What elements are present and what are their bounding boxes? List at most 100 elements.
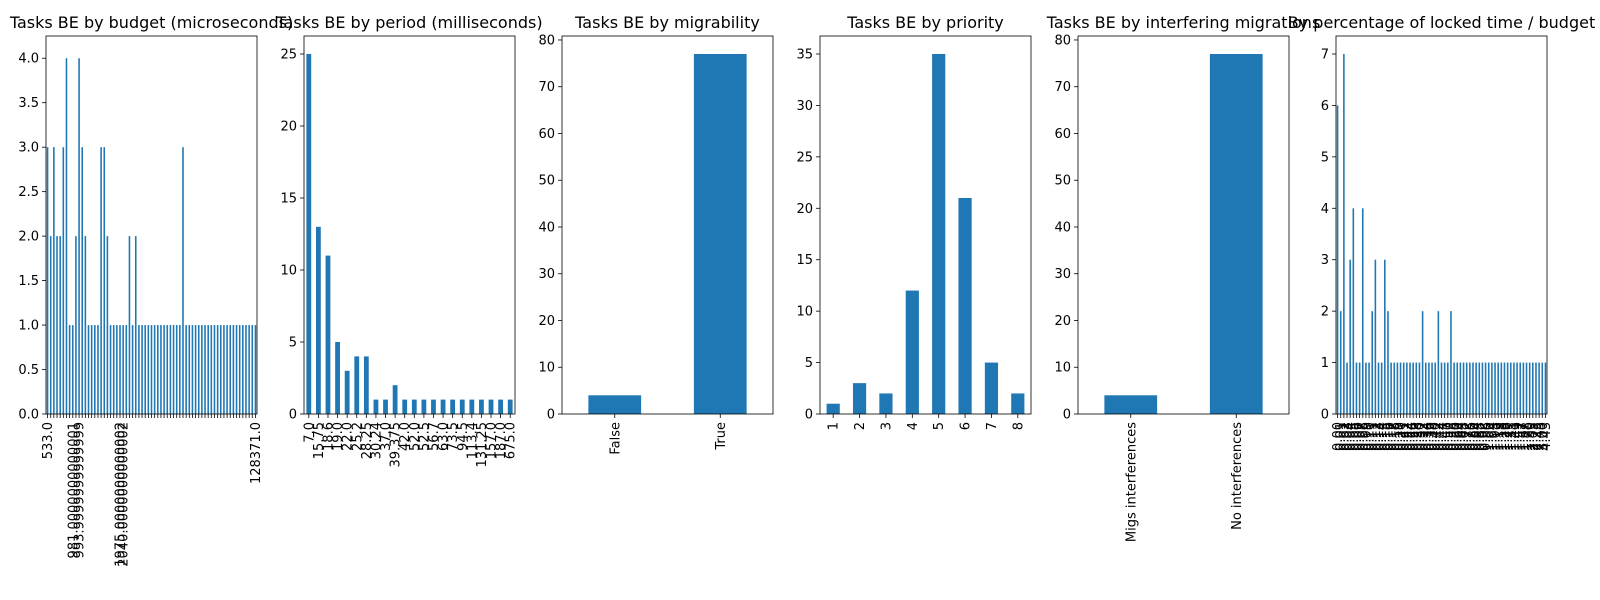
x-tick-label: 1.13 [1492, 422, 1507, 451]
x-tick-label: No interferences [1230, 422, 1245, 530]
bar [421, 399, 427, 414]
bar [201, 325, 203, 414]
bar [1377, 362, 1380, 414]
bar [1428, 362, 1430, 414]
chart-title: Tasks BE by interfering migrations [1046, 13, 1321, 32]
x-tick-label: 0.02 [1337, 422, 1352, 451]
bar [1469, 362, 1471, 414]
x-tick-label: 0.13 [1372, 422, 1387, 451]
bar [49, 236, 52, 414]
x-tick-label: 1975.0000000000002 [114, 422, 129, 567]
y-tick-label: 0 [547, 408, 555, 423]
x-tick-label: 2 [853, 422, 868, 430]
y-tick-label: 1 [1321, 356, 1329, 371]
axes-frame [1335, 35, 1548, 415]
x-tick-label: 1.18 [1495, 422, 1510, 451]
bar [182, 147, 184, 415]
x-tick-label: 1.08 [1489, 422, 1504, 451]
bar [232, 325, 235, 414]
bar [450, 399, 456, 414]
bar [1519, 362, 1522, 414]
bar [68, 325, 71, 414]
bar [958, 198, 972, 414]
bar [1393, 362, 1396, 414]
x-tick-label: 4.43 [1539, 422, 1554, 451]
x-tick-label: 2.05 [1526, 422, 1541, 451]
bar [354, 356, 360, 414]
x-tick-label: 113.4 [465, 422, 480, 459]
axes-frame [561, 35, 774, 415]
x-tick-label: 39.375 [389, 422, 404, 468]
bar [147, 325, 150, 414]
x-tick-label: 0.09 [1359, 422, 1374, 451]
bar [1481, 362, 1484, 414]
x-tick-label: 0.21 [1397, 422, 1412, 451]
bar [185, 325, 187, 414]
y-tick-label: 20 [1054, 314, 1071, 329]
bar [87, 325, 90, 414]
bar [119, 325, 121, 414]
bar [1415, 362, 1418, 414]
y-tick-label: 0 [1063, 408, 1071, 423]
y-tick-label: 0 [289, 408, 297, 423]
bar [1374, 259, 1377, 414]
x-tick-label: 0.20 [1394, 422, 1409, 451]
y-tick-label: 40 [1054, 220, 1071, 235]
x-tick-label: 1.04 [1485, 422, 1500, 451]
bar [1011, 393, 1025, 414]
y-tick-label: 0 [805, 408, 813, 423]
bar [131, 325, 134, 414]
bar [226, 325, 228, 414]
x-tick-label: 0.12 [1369, 422, 1384, 451]
y-tick-label: 35 [796, 48, 813, 63]
bar [160, 325, 162, 414]
bar [245, 325, 247, 414]
bar [116, 325, 118, 414]
bar [122, 325, 124, 414]
x-tick-label: 0.88 [1473, 422, 1488, 451]
x-tick-label: 1.57 [1514, 422, 1529, 451]
bar [507, 399, 513, 414]
x-tick-label: 8 [1011, 422, 1026, 430]
x-tick-label: 0.05 [1347, 422, 1362, 451]
y-tick-label: 3.5 [18, 96, 39, 111]
y-tick-label: 2.0 [18, 230, 39, 245]
bar [1409, 362, 1411, 414]
x-tick-label: 3 [879, 422, 894, 430]
y-tick-label: 2 [1321, 305, 1329, 320]
x-tick-label: 0.08 [1356, 422, 1371, 451]
bar [1424, 362, 1427, 414]
bar [1475, 362, 1477, 414]
y-tick-label: 6 [1321, 99, 1329, 114]
axes-frame [1077, 35, 1290, 415]
bar [984, 362, 999, 414]
x-tick-label: 18.6 [321, 422, 336, 451]
bar [1336, 105, 1339, 414]
x-tick-label: 0.22 [1400, 422, 1415, 451]
bar [1459, 362, 1462, 414]
x-tick-label: 0.15 [1378, 422, 1393, 451]
x-tick-label: 0.26 [1407, 422, 1422, 451]
axes-frame [303, 35, 516, 415]
x-tick-label: 0.28 [1410, 422, 1425, 451]
y-tick-label: 20 [538, 314, 555, 329]
bar [1509, 362, 1512, 414]
bar [229, 325, 232, 414]
x-tick-label: 533.0 [41, 422, 56, 459]
x-tick-label: 63.0 [437, 422, 452, 451]
x-tick-label: 0.14 [1375, 422, 1390, 451]
bar [932, 54, 946, 414]
bar [144, 325, 146, 414]
bar [588, 395, 642, 414]
x-tick-label: 52.0 [408, 422, 423, 451]
x-tick-label: 0.42 [1432, 422, 1447, 451]
bar [1538, 362, 1540, 414]
x-tick-label: 0.04 [1344, 422, 1359, 451]
y-tick-label: 10 [1054, 361, 1071, 376]
bar [440, 399, 446, 414]
x-tick-label: 25.2 [350, 422, 365, 451]
bar [238, 325, 241, 414]
bar [335, 342, 340, 414]
chart-panel-6: By percentage of locked time / budget 0 1 2… [1288, 13, 1595, 451]
bar [94, 325, 96, 414]
